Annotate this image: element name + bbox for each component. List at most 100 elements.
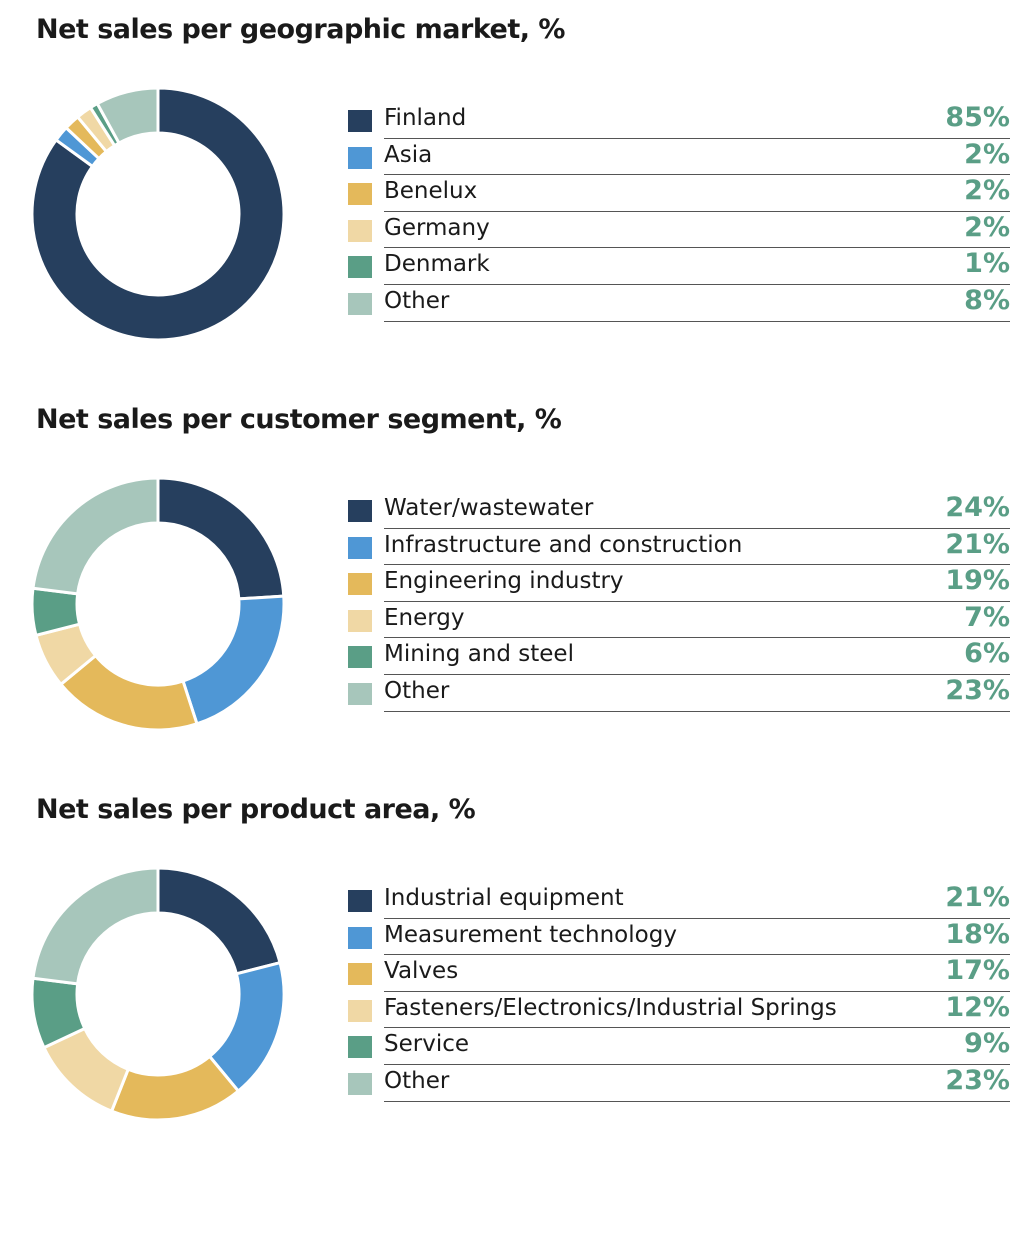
legend-label: Asia [384,141,433,168]
divider [384,1063,1010,1065]
divider [384,283,1010,285]
divider [384,710,1010,712]
legend: Industrial equipment 21% Measurement tec… [348,882,1010,1102]
divider [384,1100,1010,1102]
data-label: 2% [964,175,1010,207]
data-label: 17% [945,955,1010,987]
legend-item: Water/wastewater 24% [348,492,1010,529]
donut-chart [30,866,286,1122]
legend-label: Energy [384,604,465,631]
legend-swatch [348,890,372,912]
chart-panel: Net sales per geographic market, % Finla… [0,0,1033,380]
legend-item: Fasteners/Electronics/Industrial Springs… [348,992,1010,1029]
legend-label: Denmark [384,251,490,278]
data-label: 21% [945,882,1010,913]
data-label: 24% [945,492,1010,523]
legend-item: Valves 17% [348,955,1010,992]
data-label: 23% [945,674,1010,706]
chart-panel: Net sales per product area, % Industrial… [0,780,1033,1160]
legend-swatch [348,573,372,596]
legend-item: Germany 2% [348,212,1010,249]
data-label: 12% [945,991,1010,1023]
legend-swatch [348,926,372,949]
donut-slice-other [95,86,160,146]
legend-item: Industrial equipment 21% [348,882,1010,919]
legend-label: Mining and steel [384,641,574,668]
legend-label: Valves [384,958,459,985]
legend-swatch [348,500,372,522]
legend-swatch [348,256,372,279]
divider [384,527,1010,529]
data-label: 6% [964,638,1010,670]
legend-item: Other 23% [348,675,1010,712]
divider [384,673,1010,675]
donut-chart [30,476,286,732]
legend-item: Mining and steel 6% [348,638,1010,675]
divider [384,917,1010,919]
chart-panel: Net sales per customer segment, % Water/… [0,390,1033,770]
donut-slice-valves [109,1054,241,1122]
legend-item: Benelux 2% [348,175,1010,212]
legend-swatch [348,146,372,169]
legend-label: Germany [384,214,490,241]
data-label: 9% [964,1028,1010,1060]
divider [384,137,1010,139]
legend-label: Other [384,287,450,314]
legend-label: Measurement technology [384,921,677,948]
legend-item: Other 23% [348,1065,1010,1102]
legend-label: Infrastructure and construction [384,531,743,558]
legend-item: Other 8% [348,285,1010,322]
legend-swatch [348,1036,372,1059]
divider [384,1027,1010,1029]
legend-swatch [348,1072,372,1095]
legend-label: Service [384,1031,470,1058]
data-label: 85% [945,102,1010,133]
legend: Water/wastewater 24% Infrastructure and … [348,492,1010,712]
data-label: 2% [964,211,1010,243]
legend-swatch [348,292,372,315]
legend-label: Benelux [384,178,478,205]
legend-swatch [348,183,372,206]
divider [384,990,1010,992]
legend-label: Other [384,677,450,704]
divider [384,320,1010,322]
legend: Finland 85% Asia 2% Benelux 2% Germany 2… [348,102,1010,322]
donut-slice-water-wastewater [156,476,286,601]
chart-title: Net sales per customer segment, % [36,404,562,435]
legend-item: Denmark 1% [348,248,1010,285]
legend-label: Other [384,1067,450,1094]
legend-label: Fasteners/Electronics/Industrial Springs [384,994,837,1021]
divider [384,637,1010,639]
data-label: 21% [945,528,1010,560]
data-label: 18% [945,918,1010,950]
legend-item: Engineering industry 19% [348,565,1010,602]
legend-item: Infrastructure and construction 21% [348,529,1010,566]
donut-slice-industrial-equipment [156,866,282,976]
chart-title: Net sales per product area, % [36,794,476,825]
data-label: 8% [964,284,1010,316]
legend-swatch [348,963,372,986]
legend-swatch [348,609,372,632]
legend-swatch [348,110,372,132]
divider [384,954,1010,956]
divider [384,564,1010,566]
divider [384,174,1010,176]
legend-label: Engineering industry [384,568,624,595]
legend-label: Industrial equipment [384,885,624,911]
legend-swatch [348,999,372,1022]
legend-item: Service 9% [348,1028,1010,1065]
legend-swatch [348,536,372,559]
donut-slice-finland [30,86,286,342]
donut-slice-other [31,476,160,596]
legend-item: Measurement technology 18% [348,919,1010,956]
legend-label: Water/wastewater [384,495,594,521]
legend-item: Asia 2% [348,139,1010,176]
donut-chart [30,86,286,342]
donut-slice-other [31,866,160,986]
divider [384,247,1010,249]
legend-item: Finland 85% [348,102,1010,139]
data-label: 7% [964,601,1010,633]
legend-swatch [348,219,372,242]
divider [384,600,1010,602]
donut-slice-infrastructure-and-construction [181,594,286,726]
